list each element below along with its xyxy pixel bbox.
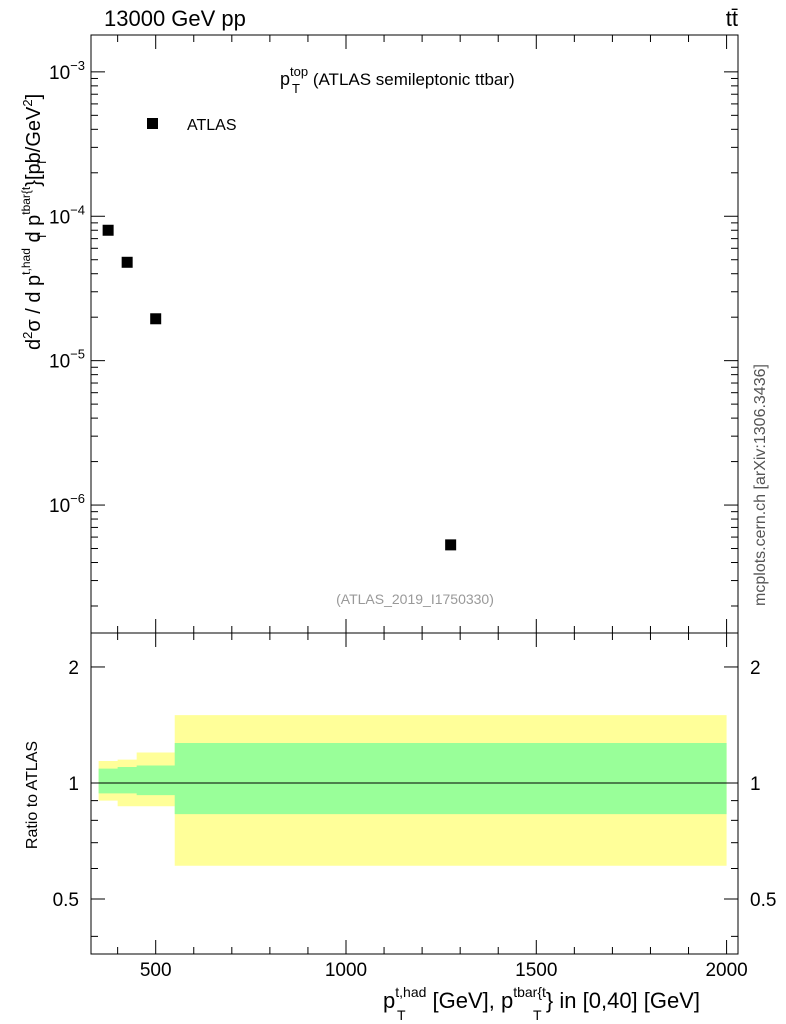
main-data-points <box>102 224 457 551</box>
band-stat-uncertainty <box>98 742 727 815</box>
xlabel-sup2: tbar{t <box>513 984 546 1000</box>
ratio-y-tick-labels: 0.5 0.5 1 1 2 2 <box>53 658 777 911</box>
main-plot-panel: 10−310−410−510−6 ptop (ATLAS semileptoni… <box>19 34 739 634</box>
tick-exp: −4 <box>70 202 85 217</box>
ylabel-sup2: 2 <box>20 332 35 339</box>
ratio-y-axis-label: Ratio to ATLAS <box>24 741 41 849</box>
ratio-uncertainty-bands <box>91 715 738 866</box>
x-axis-label: pt,had [GeV], ptbar{t} in [0,40] [GeV] <box>383 984 700 1013</box>
title-rest: (ATLAS semileptonic ttbar) <box>308 70 515 89</box>
tick-base: 10 <box>49 352 70 373</box>
x-tick-label: 1500 <box>515 960 557 981</box>
ratio-y-tick-label: 0.5 <box>53 890 79 911</box>
xlabel-p1: p <box>383 988 395 1013</box>
x-tick-label: 500 <box>140 960 172 981</box>
xlabel-sub2: T <box>533 1007 542 1023</box>
ratio-y-tick-label-right: 0.5 <box>750 890 776 911</box>
ylabel-d: d <box>23 339 45 350</box>
ratio-y-tick-label: 2 <box>68 658 79 679</box>
main-y-tick-labels: 10−310−410−510−6 <box>49 58 85 517</box>
tick-exp: −6 <box>70 491 85 506</box>
energy-label: 13000 GeV pp <box>104 6 246 31</box>
ylabel-sigma: σ / d p <box>23 275 45 332</box>
ylabel-sub-t1: T <box>35 232 49 240</box>
x-tick-label: 1000 <box>325 960 367 981</box>
title-sup: top <box>290 64 308 79</box>
ylabel-sup-gev: 2 <box>20 99 35 106</box>
tick-base: 10 <box>49 63 70 84</box>
ratio-axis-ticks <box>91 633 738 954</box>
main-axis-ticks <box>91 35 738 633</box>
xlabel-sup1: t,had <box>395 984 426 1000</box>
xlabel-sub1: T <box>397 1007 406 1023</box>
tick-base: 10 <box>49 207 70 228</box>
main-y-tick-label: 10−3 <box>49 58 85 84</box>
ratio-y-tick-label-right: 1 <box>750 774 761 795</box>
data-point-atlas <box>445 539 457 551</box>
ratio-x-tick-labels: 500 1000 1500 2000 <box>140 960 748 981</box>
data-point-atlas <box>121 256 133 268</box>
main-y-tick-label: 10−6 <box>49 491 85 517</box>
ratio-y-tick-label-right: 2 <box>750 658 761 679</box>
ylabel-tail: }[pb/GeV <box>23 106 45 187</box>
title-sub: T <box>292 81 300 96</box>
ratio-y-tick-label: 1 <box>68 774 79 795</box>
x-tick-label: 2000 <box>705 960 747 981</box>
ylabel-sup-had: t,had <box>19 248 33 275</box>
ratio-plot-frame <box>90 632 739 955</box>
analysis-id: (ATLAS_2019_I1750330) <box>336 591 494 607</box>
tick-exp: −5 <box>70 347 85 362</box>
data-point-atlas <box>150 313 162 325</box>
main-y-tick-label: 10−5 <box>49 347 85 373</box>
main-y-axis-label: d2σ / d pt,had d ptbar{t}[pb/GeV2] <box>19 94 45 350</box>
main-y-tick-label: 10−4 <box>49 202 85 228</box>
legend-marker-atlas <box>147 118 158 129</box>
legend-label-atlas: ATLAS <box>187 117 237 134</box>
ylabel-mid: d p <box>23 215 45 248</box>
ylabel-close: ] <box>23 94 45 100</box>
xlabel-mid: [GeV], p <box>426 988 513 1013</box>
ylabel-sub-t2: T <box>35 158 49 166</box>
tick-base: 10 <box>49 496 70 517</box>
mcplots-credit: mcplots.cern.ch [arXiv:1306.3436] <box>752 364 769 606</box>
ratio-plot-panel: 0.5 0.5 1 1 2 2 500 1000 1500 2000 Ratio to ATLA… <box>24 632 777 1023</box>
title-p: p <box>280 69 290 89</box>
ylabel-sup-tbar: tbar{t <box>19 186 33 215</box>
data-point-atlas <box>102 224 114 236</box>
tick-exp: −3 <box>70 58 85 73</box>
process-label: tt̄ <box>726 6 738 31</box>
plot-title: ptop (ATLAS semileptonic ttbar) <box>280 64 515 89</box>
xlabel-tail: } in [0,40] [GeV] <box>546 988 700 1013</box>
